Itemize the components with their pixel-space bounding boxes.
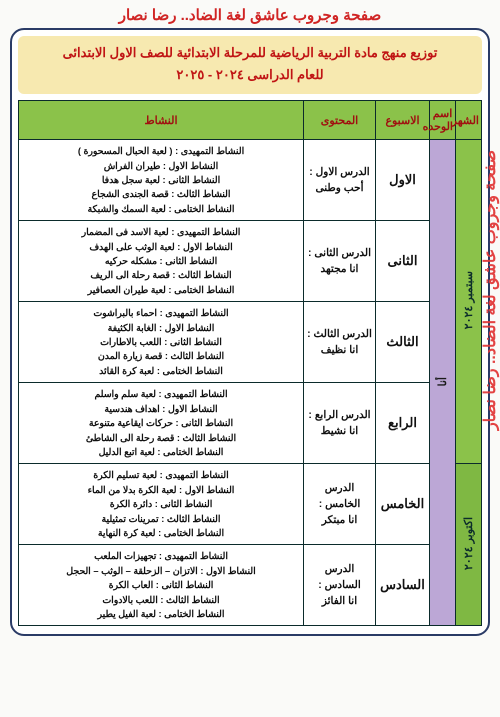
month-label-2: اكتوبر ٢٠٢٤ (462, 517, 475, 570)
col-unit: اسم الوحده (430, 101, 456, 140)
activity-line: النشاط الاول : الاتزان – الزحلقة – الوثب… (22, 564, 300, 578)
activity-line: النشاط الثانى : العاب الكرة (22, 578, 300, 592)
activity-line: النشاط الثانى : اللعب بالاطارات (22, 335, 300, 349)
content-line: الدرس الاول : (307, 164, 372, 180)
content-cell: الدرس الخامس : انا مبتكر (304, 464, 376, 545)
content-cell: الدرس الرابع : انا نشيط (304, 383, 376, 464)
week-cell: الثالث (376, 302, 430, 383)
curriculum-table: الشهر اسم الوحده الاسبوع المحتوى النشاط … (18, 100, 482, 626)
activity-cell: النشاط التمهيدى : احماء بالبراشوت النشاط… (19, 302, 304, 383)
content-line: انا نظيف (307, 342, 372, 358)
activity-line: النشاط الاول : طيران الفراش (22, 159, 300, 173)
title-line-2: للعام الدراسى ٢٠٢٤ - ٢٠٢٥ (22, 64, 478, 86)
activity-line: النشاط الختامى : لعبة كرة القائد (22, 364, 300, 378)
activity-cell: النشاط التمهيدى : لعبة الاسد فى المضمار … (19, 221, 304, 302)
activity-line: النشاط التمهيدى : لعبة تسليم الكرة (22, 468, 300, 482)
content-line: أحب وطنى (307, 180, 372, 196)
activity-line: النشاط الثانى : مشكله حركيه (22, 254, 300, 268)
col-week: الاسبوع (376, 101, 430, 140)
month-cell-2: اكتوبر ٢٠٢٤ (456, 464, 482, 626)
activity-line: النشاط التمهيدى : لعبة الاسد فى المضمار (22, 225, 300, 239)
activity-line: النشاط الختامى : لعبة الفيل يطير (22, 607, 300, 621)
week-cell: الثانى (376, 221, 430, 302)
content-line: انا الفائز (307, 593, 372, 609)
table-row: سبتمبر ٢٠٢٤ أنا الاول الدرس الاول : أحب … (19, 140, 482, 221)
activity-line: النشاط الختامى : لعبة كرة النهاية (22, 526, 300, 540)
table-row: الثانى الدرس الثانى : انا مجتهد النشاط ا… (19, 221, 482, 302)
content-cell: الدرس الاول : أحب وطنى (304, 140, 376, 221)
unit-cell: أنا (430, 140, 456, 626)
activity-line: النشاط التمهيدى : تجهيزات الملعب (22, 549, 300, 563)
content-line: الدرس الثالث : (307, 326, 372, 342)
activity-line: النشاط الاول : لعبة الوثب على الهدف (22, 240, 300, 254)
document-frame: توزيع منهج مادة التربية الرياضية للمرحلة… (10, 28, 490, 636)
col-month: الشهر (456, 101, 482, 140)
activity-line: النشاط الختامى : لعبة اتبع الدليل (22, 445, 300, 459)
table-row: السادس الدرس السادس : انا الفائز النشاط … (19, 545, 482, 626)
activity-cell: النشاط التمهيدى : تجهيزات الملعب النشاط … (19, 545, 304, 626)
activity-line: النشاط التمهيدى : ( لعبة الحبال المسحورة… (22, 144, 300, 158)
month-cell-1: سبتمبر ٢٠٢٤ (456, 140, 482, 464)
content-cell: الدرس السادس : انا الفائز (304, 545, 376, 626)
content-line: انا مبتكر (307, 512, 372, 528)
content-line: انا مجتهد (307, 261, 372, 277)
activity-line: النشاط الثالث : قصة رحلة الى الريف (22, 268, 300, 282)
activity-line: النشاط الثالث : قصة زيارة المدن (22, 349, 300, 363)
activity-line: النشاط الثانى : حركات ايقاعية متنوعة (22, 416, 300, 430)
activity-line: النشاط الثالث : اللعب بالادوات (22, 593, 300, 607)
col-activity: النشاط (19, 101, 304, 140)
content-line: الدرس الثانى : (307, 245, 372, 261)
activity-line: النشاط الاول : لعبة الكرة بدلا من الماء (22, 483, 300, 497)
activity-cell: النشاط التمهيدى : لعبة سلم واسلم النشاط … (19, 383, 304, 464)
content-line: الدرس السادس : (307, 561, 372, 594)
activity-line: النشاط الختامى : لعبة طيران العصافير (22, 283, 300, 297)
content-line: الدرس الرابع : (307, 407, 372, 423)
content-line: انا نشيط (307, 423, 372, 439)
content-cell: الدرس الثانى : انا مجتهد (304, 221, 376, 302)
week-cell: الاول (376, 140, 430, 221)
activity-line: النشاط الثالث : قصة الجندى الشجاع (22, 187, 300, 201)
activity-cell: النشاط التمهيدى : ( لعبة الحبال المسحورة… (19, 140, 304, 221)
activity-line: النشاط الثالث : تمرينات تمثيلية (22, 512, 300, 526)
content-cell: الدرس الثالث : انا نظيف (304, 302, 376, 383)
col-content: المحتوى (304, 101, 376, 140)
activity-cell: النشاط التمهيدى : لعبة تسليم الكرة النشا… (19, 464, 304, 545)
month-label-1: سبتمبر ٢٠٢٤ (462, 271, 475, 329)
table-row: اكتوبر ٢٠٢٤ الخامس الدرس الخامس : انا مب… (19, 464, 482, 545)
week-cell: السادس (376, 545, 430, 626)
page-credit: صفحة وجروب عاشق لغة الضاد.. رضا نصار (10, 6, 490, 24)
title-line-1: توزيع منهج مادة التربية الرياضية للمرحلة… (22, 42, 478, 64)
activity-line: النشاط الثانى : دائرة الكرة (22, 497, 300, 511)
week-cell: الرابع (376, 383, 430, 464)
unit-label: أنا (436, 377, 449, 386)
activity-line: النشاط الاول : الغابة الكثيفة (22, 321, 300, 335)
week-cell: الخامس (376, 464, 430, 545)
activity-line: النشاط التمهيدى : احماء بالبراشوت (22, 306, 300, 320)
activity-line: النشاط الختامى : لعبة السمك والشبكة (22, 202, 300, 216)
table-row: الثالث الدرس الثالث : انا نظيف النشاط ال… (19, 302, 482, 383)
activity-line: النشاط الثالث : قصة رحلة الى الشاطئ (22, 431, 300, 445)
activity-line: النشاط الثانى : لعبة سجل هدفا (22, 173, 300, 187)
content-line: الدرس الخامس : (307, 480, 372, 513)
title-block: توزيع منهج مادة التربية الرياضية للمرحلة… (18, 36, 482, 94)
activity-line: النشاط الاول : اهداف هندسية (22, 402, 300, 416)
table-row: الرابع الدرس الرابع : انا نشيط النشاط ال… (19, 383, 482, 464)
table-header-row: الشهر اسم الوحده الاسبوع المحتوى النشاط (19, 101, 482, 140)
activity-line: النشاط التمهيدى : لعبة سلم واسلم (22, 387, 300, 401)
